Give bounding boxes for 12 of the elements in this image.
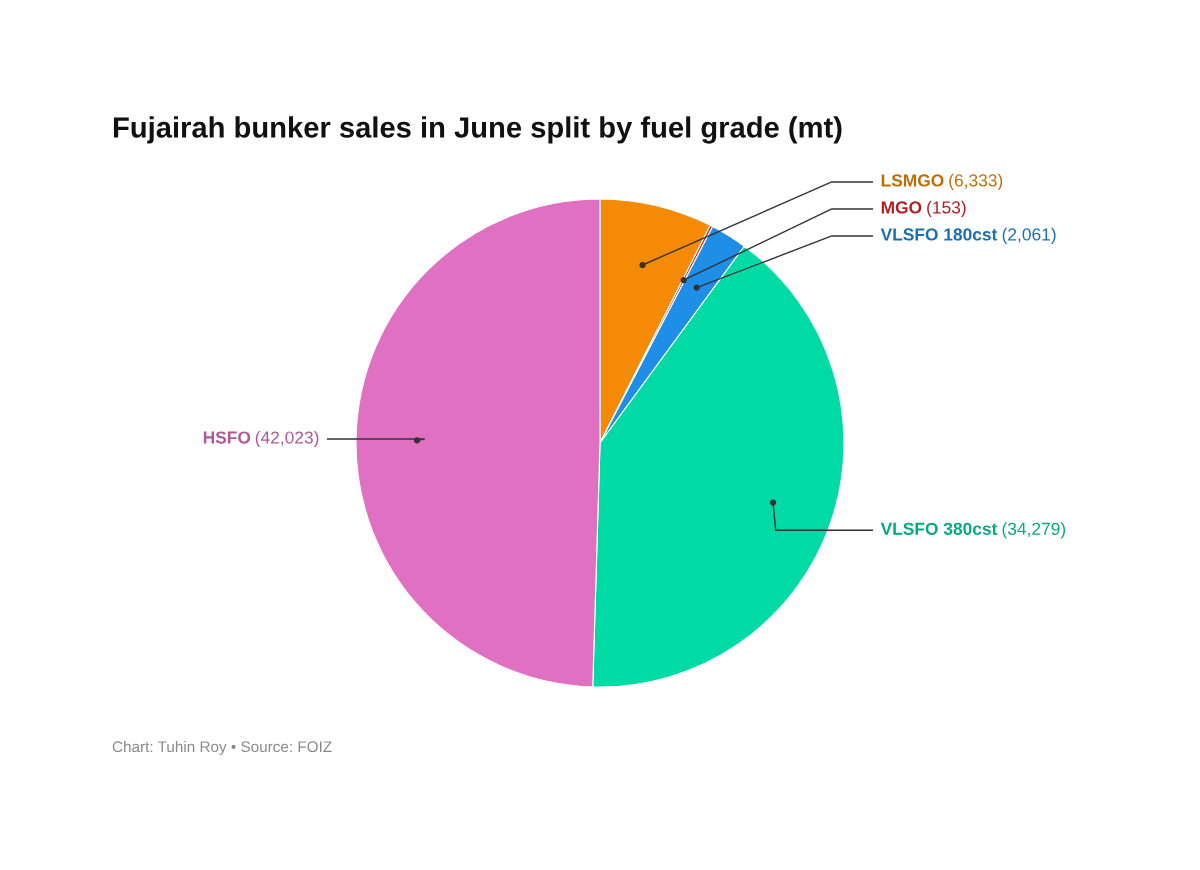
slice-label: LSMGO <box>881 174 944 187</box>
chart-title: Fujairah bunker sales in June split by fuel grade (mt) <box>113 116 842 144</box>
text: Chart: Tuhin Roy • Source: FOIZ <box>112 740 332 756</box>
slice-label: HSFO <box>203 431 251 444</box>
slice-label: VLSFO 380cst <box>880 522 998 535</box>
data-label: (2,061) <box>1002 227 1056 245</box>
slice-label: VLSFO 180cst <box>880 228 998 241</box>
data-label: (42,023) <box>255 430 319 448</box>
data-label: (153) <box>927 200 966 218</box>
data-label: (6,333) <box>949 173 1003 191</box>
data-label: (34,279) <box>1002 522 1066 539</box>
slice-label: MGO <box>881 201 922 214</box>
